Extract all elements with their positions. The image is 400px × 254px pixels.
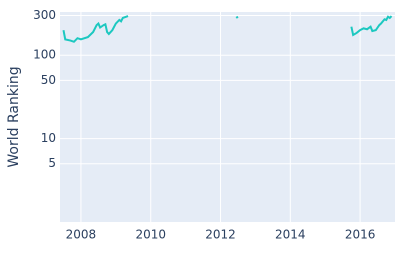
y-axis-title: World Ranking <box>6 66 22 167</box>
x-tick-label: 2010 <box>135 228 166 242</box>
x-tick-label: 2012 <box>205 228 236 242</box>
plot-area <box>60 12 395 222</box>
y-tick-label: 300 <box>33 8 56 22</box>
y-tick-label: 5 <box>48 156 56 170</box>
y-tick-label: 50 <box>41 73 56 87</box>
data-line <box>62 15 393 43</box>
x-tick-label: 2014 <box>275 228 306 242</box>
x-tick-label: 2016 <box>345 228 376 242</box>
x-tick-label: 2008 <box>66 228 97 242</box>
y-tick-label: 100 <box>33 48 56 62</box>
y-tick-label: 10 <box>41 131 56 145</box>
